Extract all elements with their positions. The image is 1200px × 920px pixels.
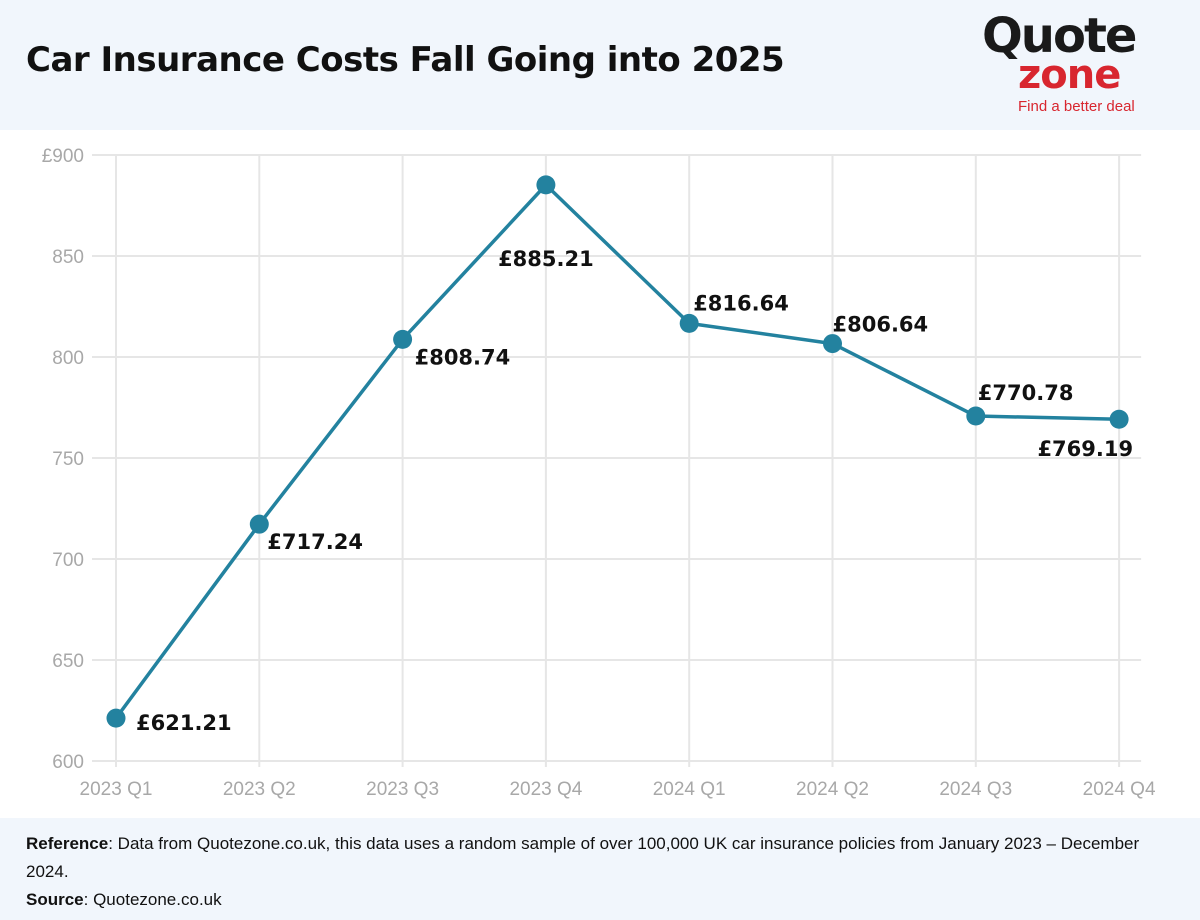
y-tick-label: 700 xyxy=(52,550,84,571)
x-tick-label: 2023 Q3 xyxy=(366,779,439,800)
y-tick-label: 600 xyxy=(52,752,84,773)
data-point xyxy=(1109,409,1129,429)
x-tick-label: 2024 Q3 xyxy=(939,779,1012,800)
data-label: £806.64 xyxy=(833,313,929,337)
reference-label: Reference xyxy=(26,834,109,853)
data-label: £769.19 xyxy=(1037,437,1133,461)
data-point xyxy=(823,334,842,354)
data-label: £621.21 xyxy=(136,711,232,735)
data-point xyxy=(393,329,413,349)
x-tick-label: 2024 Q4 xyxy=(1083,779,1156,800)
y-axis-ticks: 600 650 700 750 800 850 £900 xyxy=(42,146,84,773)
y-tick-label: 650 xyxy=(52,651,84,672)
header: Car Insurance Costs Fall Going into 2025… xyxy=(0,0,1200,130)
series-line-path xyxy=(114,183,1120,720)
y-tick-label: 750 xyxy=(52,449,84,470)
data-point xyxy=(966,406,986,426)
x-axis-ticks: 2023 Q1 2023 Q2 2023 Q3 2023 Q4 2024 Q1 2024 … xyxy=(80,779,1156,800)
reference-text: : Data from Quotezone.co.uk, this data u… xyxy=(26,834,1140,881)
data-label: £770.78 xyxy=(978,381,1074,405)
data-label: £816.64 xyxy=(693,291,789,315)
data-labels: £621.21 £717.24 £808.74 £885.21 £816.64 £806.… xyxy=(136,247,1133,735)
x-tick-label: 2023 Q2 xyxy=(223,779,296,800)
data-point xyxy=(249,514,269,534)
data-point xyxy=(106,708,126,728)
data-label: £717.24 xyxy=(267,530,363,554)
y-tick-label: 800 xyxy=(52,348,84,369)
source-text: : Quotezone.co.uk xyxy=(83,890,222,909)
source-label: Source xyxy=(26,890,84,909)
series-line xyxy=(106,175,1129,728)
logo-word-bottom: zone xyxy=(1018,52,1121,98)
x-tick-label: 2023 Q4 xyxy=(509,779,582,800)
data-label: £885.21 xyxy=(498,247,594,271)
grid-lines xyxy=(92,154,1142,767)
logo-tagline: Find a better deal xyxy=(1018,98,1135,115)
logo-word-top: Quote xyxy=(982,8,1137,64)
quotezone-logo: Quote zone Find a better deal xyxy=(982,8,1182,118)
source-note: Source: Quotezone.co.uk xyxy=(26,886,1156,914)
footer: Reference: Data from Quotezone.co.uk, th… xyxy=(0,818,1200,920)
data-label: £808.74 xyxy=(415,345,511,369)
x-tick-label: 2024 Q1 xyxy=(653,779,726,800)
x-tick-label: 2023 Q1 xyxy=(80,779,153,800)
y-tick-label: 850 xyxy=(52,247,84,268)
reference-note: Reference: Data from Quotezone.co.uk, th… xyxy=(26,830,1156,886)
data-point xyxy=(679,313,699,333)
y-tick-label: £900 xyxy=(42,146,84,167)
chart-title: Car Insurance Costs Fall Going into 2025 xyxy=(26,40,785,80)
data-point xyxy=(536,175,556,195)
x-tick-label: 2024 Q2 xyxy=(796,779,869,800)
